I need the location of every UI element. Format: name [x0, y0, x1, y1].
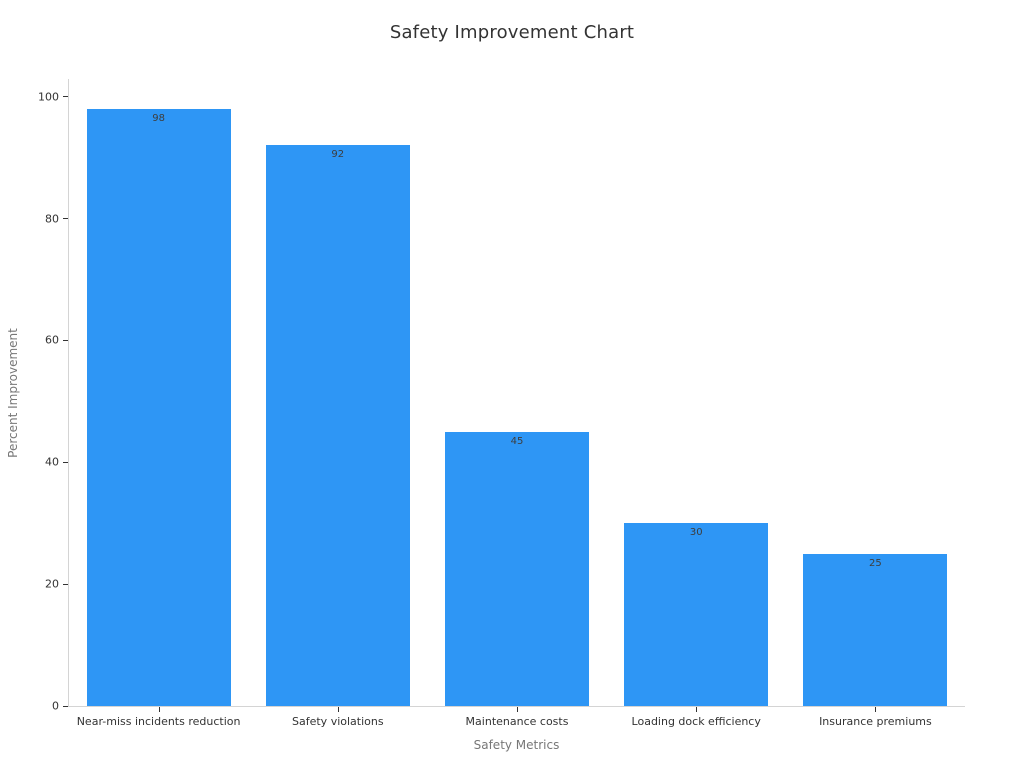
bar-value-label: 45	[510, 435, 524, 447]
x-tick-mark	[517, 707, 518, 712]
y-tick-label: 100	[38, 90, 59, 104]
x-tick-mark	[696, 707, 698, 712]
y-tick-mark	[63, 339, 68, 341]
bar: 25	[803, 553, 948, 706]
bar-value-label: 30	[689, 527, 703, 539]
y-tick-label: 80	[45, 212, 59, 226]
y-tick-mark	[63, 96, 68, 98]
bar-slot: 98 Near-miss incidents reduction	[69, 79, 248, 728]
bar: 92	[265, 145, 410, 706]
y-axis-title: Percent Improvement	[4, 79, 22, 707]
y-tick-mark	[63, 461, 68, 463]
y-axis-title-text: Percent Improvement	[6, 328, 21, 458]
bar-slot: 30 Loading dock efficiency	[607, 79, 786, 728]
plot-area: 98 Near-miss incidents reduction 92 Safety …	[38, 79, 965, 728]
y-tick-mark	[63, 705, 68, 707]
x-axis-title: Safety Metrics	[473, 738, 560, 752]
y-tick-mark	[63, 583, 68, 585]
x-tick-label: Maintenance costs	[465, 715, 569, 728]
y-tick-mark	[63, 218, 68, 220]
bars-row: 98 Near-miss incidents reduction 92 Safety …	[69, 79, 965, 728]
x-tick-label: Insurance premiums	[819, 715, 932, 728]
bar-slot: 92 Safety violations	[248, 79, 427, 728]
chart-title: Safety Improvement Chart	[389, 22, 635, 43]
bar: 45	[445, 431, 589, 706]
y-tick-label: 40	[45, 455, 59, 469]
x-tick-mark	[158, 707, 160, 712]
bar-value-label: 98	[152, 112, 165, 124]
x-tick-label: Near-miss incidents reduction	[76, 715, 241, 728]
bar-slot: 45 Maintenance costs	[427, 79, 606, 728]
x-tick-mark	[337, 707, 339, 712]
y-tick-label: 0	[52, 699, 59, 713]
x-tick-label: Loading dock efficiency	[631, 715, 761, 728]
x-tick-mark	[875, 707, 877, 712]
y-tick-label: 20	[45, 577, 59, 591]
y-tick-label: 60	[45, 333, 59, 347]
bar: 98	[86, 108, 231, 706]
bar-slot: 25 Insurance premiums	[786, 79, 965, 728]
x-tick-label: Safety violations	[292, 715, 384, 728]
bar-value-label: 25	[869, 557, 882, 569]
bar: 30	[624, 523, 769, 706]
bar-value-label: 92	[331, 149, 345, 161]
